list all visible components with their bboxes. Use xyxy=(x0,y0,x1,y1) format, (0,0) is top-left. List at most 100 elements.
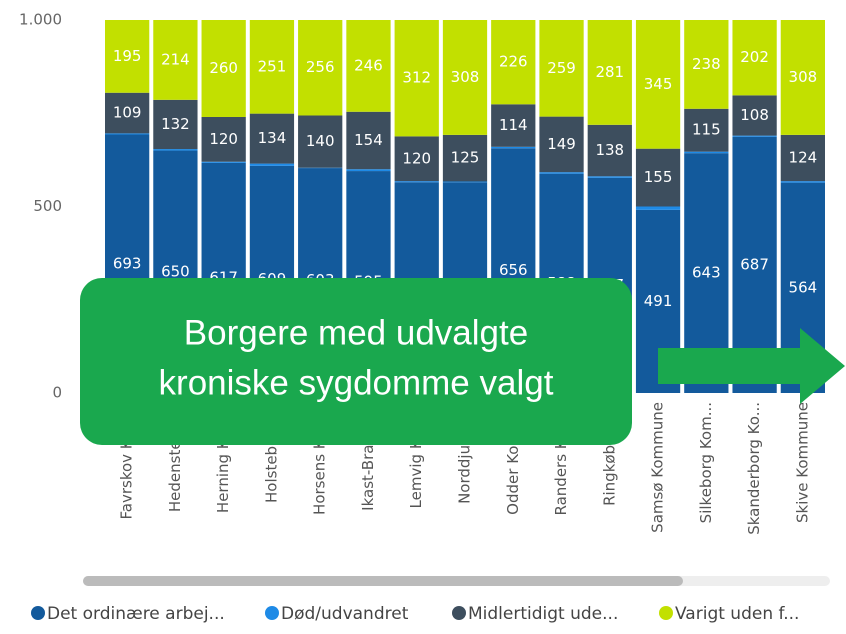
value-label: 345 xyxy=(644,75,673,93)
annotation-box xyxy=(80,278,632,445)
bar-segment xyxy=(442,134,488,182)
value-label: 108 xyxy=(740,106,769,124)
value-label: 109 xyxy=(113,104,142,122)
value-label: 214 xyxy=(161,50,190,68)
arrow xyxy=(658,328,845,404)
bar-segment xyxy=(153,149,198,151)
bar-segment xyxy=(153,20,198,100)
value-label: 308 xyxy=(789,68,818,86)
bar-segment xyxy=(491,20,536,105)
value-label: 251 xyxy=(258,57,287,75)
bar-segment xyxy=(442,181,488,183)
value-label: 195 xyxy=(113,47,142,65)
value-label: 114 xyxy=(499,116,528,134)
value-label: 650 xyxy=(161,262,190,280)
bar-segment xyxy=(491,146,536,149)
value-label: 155 xyxy=(644,168,673,186)
legend-label: Varigt uden f... xyxy=(675,604,799,624)
y-tick-label: 500 xyxy=(33,197,62,215)
bar-segment xyxy=(249,113,295,164)
value-label: 120 xyxy=(209,130,238,148)
bar-segment xyxy=(394,20,439,137)
bar-segment xyxy=(539,20,584,117)
bar-segment xyxy=(539,172,584,174)
bar-segment xyxy=(105,133,150,135)
bar-segment xyxy=(635,20,681,149)
value-label: 134 xyxy=(258,129,287,147)
bar-segment xyxy=(201,116,246,162)
bar-segment xyxy=(732,135,777,137)
bar-segment xyxy=(491,104,536,147)
bar-segment xyxy=(635,206,681,210)
bar-segment xyxy=(201,20,246,117)
bar-segment xyxy=(732,95,777,136)
bar-segment xyxy=(732,20,777,96)
bar-segment xyxy=(346,169,391,172)
bar-segment xyxy=(780,181,825,183)
bar-segment xyxy=(684,108,729,152)
y-tick-label: 1.000 xyxy=(19,11,62,29)
x-tick-label: Samsø Kommune xyxy=(649,402,667,533)
value-label: 693 xyxy=(113,254,142,272)
value-label: 491 xyxy=(644,292,673,310)
legend-marker xyxy=(452,606,466,620)
bar-segment xyxy=(684,151,729,154)
bar-segment xyxy=(346,111,391,170)
value-label: 308 xyxy=(451,68,480,86)
bar-segment xyxy=(105,20,150,93)
bar-segment xyxy=(201,161,246,163)
bar-segment xyxy=(780,134,825,182)
bar-segment xyxy=(249,163,295,166)
bar-segment xyxy=(394,136,439,182)
scroll-thumb xyxy=(83,576,683,586)
value-label: 643 xyxy=(692,264,721,282)
legend-marker xyxy=(265,606,279,620)
value-label: 120 xyxy=(402,149,431,167)
value-label: 138 xyxy=(595,141,624,159)
value-label: 260 xyxy=(209,59,238,77)
bar-segment xyxy=(394,181,439,183)
bar-segment xyxy=(298,115,343,168)
value-label: 226 xyxy=(499,53,528,71)
value-label: 281 xyxy=(595,63,624,81)
legend-marker xyxy=(659,606,673,620)
legend-label: Død/udvandret xyxy=(281,604,409,624)
bar-segment xyxy=(780,20,825,135)
value-label: 312 xyxy=(402,69,431,87)
bar-segment xyxy=(298,20,343,116)
value-label: 132 xyxy=(161,115,190,133)
bar-segment xyxy=(442,20,488,135)
x-tick-label: Silkeborg Kom... xyxy=(697,402,715,523)
value-label: 125 xyxy=(451,149,480,167)
value-label: 154 xyxy=(354,131,383,149)
bar-segment xyxy=(587,20,632,125)
bar-segment xyxy=(539,116,584,173)
bar-segment xyxy=(587,176,632,178)
bar-segment xyxy=(153,99,198,150)
bar-segment xyxy=(346,20,391,112)
value-label: 259 xyxy=(547,59,576,77)
value-label: 202 xyxy=(740,48,769,66)
bar-segment xyxy=(587,124,632,177)
legend-label: Det ordinære arbej... xyxy=(47,604,225,624)
value-label: 124 xyxy=(789,149,818,167)
bar-segment xyxy=(635,148,681,207)
y-tick-label: 0 xyxy=(52,384,62,402)
value-label: 238 xyxy=(692,55,721,73)
value-label: 140 xyxy=(306,132,335,150)
value-label: 115 xyxy=(692,121,721,139)
x-tick-label: Skanderborg Ko... xyxy=(745,402,763,535)
bar-segment xyxy=(249,20,295,114)
bar-segment xyxy=(105,92,150,134)
value-label: 687 xyxy=(740,255,769,273)
annotation-text: kroniske sygdomme valgt xyxy=(159,363,554,402)
annotation-text: Borgere med udvalgte xyxy=(184,313,528,352)
value-label: 256 xyxy=(306,58,335,76)
value-label: 149 xyxy=(547,135,576,153)
legend-label: Midlertidigt ude... xyxy=(468,604,618,624)
legend-marker xyxy=(31,606,45,620)
value-label: 564 xyxy=(789,278,818,296)
value-label: 246 xyxy=(354,56,383,74)
bar-segment xyxy=(684,20,729,109)
